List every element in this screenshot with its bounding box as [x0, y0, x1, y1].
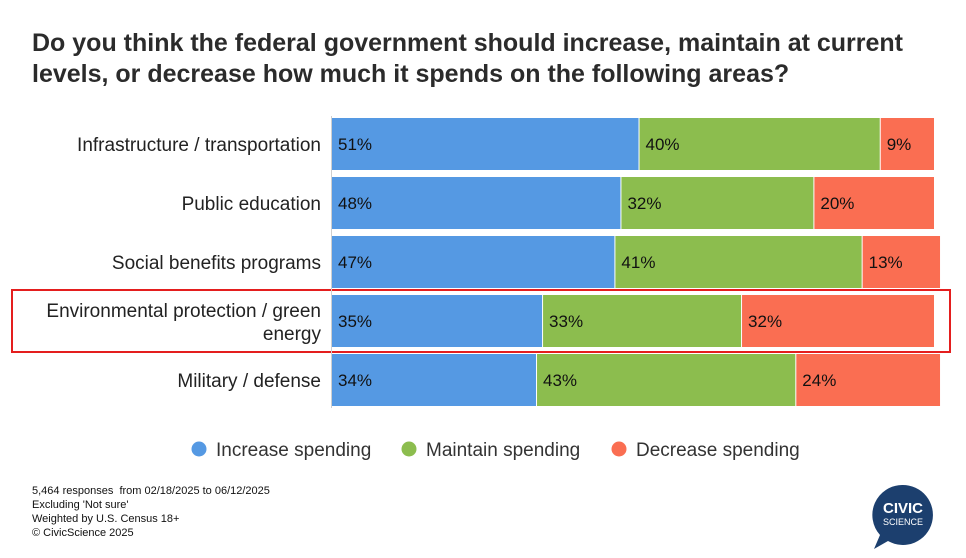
- bar-segment: [796, 354, 941, 406]
- footnote-weighting: Weighted by U.S. Census 18+: [32, 513, 180, 525]
- data-label: 51%: [338, 135, 372, 154]
- chart-title: Do you think the federal government shou…: [32, 29, 904, 88]
- legend-marker: [401, 441, 417, 457]
- data-label: 32%: [627, 194, 661, 213]
- data-label: 48%: [338, 194, 372, 213]
- bar-segment: [332, 118, 639, 170]
- bar-segment: [332, 354, 537, 406]
- logo-text-civic: CIVIC: [883, 500, 923, 517]
- bar-segment: [814, 177, 934, 229]
- legend-marker: [611, 441, 627, 457]
- category-label: Infrastructure / transportation: [77, 135, 321, 156]
- footnote-responses: 5,464 responses from 02/18/2025 to 06/12…: [32, 485, 270, 497]
- data-label: 40%: [646, 135, 680, 154]
- civicscience-logo: CIVIC SCIENCE: [872, 484, 933, 549]
- category-label: Military / defense: [177, 371, 321, 392]
- legend-label: Decrease spending: [636, 440, 800, 461]
- bar-segment: [615, 236, 862, 288]
- data-label: 32%: [748, 312, 782, 331]
- bar-segment: [742, 295, 934, 347]
- footnote-copyright: © CivicScience 2025: [32, 527, 134, 539]
- data-label: 34%: [338, 371, 372, 390]
- logo-text-science: SCIENCE: [883, 517, 923, 527]
- speech-bubble-icon: [872, 484, 933, 549]
- bar-segment: [537, 354, 796, 406]
- category-label: Public education: [182, 194, 321, 215]
- bar-segment: [332, 177, 621, 229]
- bar-segment: [862, 236, 941, 288]
- data-label: 24%: [802, 371, 836, 390]
- bar-segment: [543, 295, 742, 347]
- data-label: 41%: [621, 253, 655, 272]
- legend-label: Maintain spending: [426, 440, 580, 461]
- data-label: 35%: [338, 312, 372, 331]
- data-label: 43%: [543, 371, 577, 390]
- data-label: 47%: [338, 253, 372, 272]
- footnotes: 5,464 responses from 02/18/2025 to 06/12…: [32, 484, 270, 540]
- bar-segment: [880, 118, 934, 170]
- bar-segment: [332, 236, 615, 288]
- footnote-exclusion: Excluding 'Not sure': [32, 499, 129, 511]
- legend-label: Increase spending: [216, 440, 371, 461]
- data-label: 13%: [869, 253, 903, 272]
- category-label: Social benefits programs: [112, 253, 321, 274]
- legend-marker: [191, 441, 207, 457]
- bar-segment: [639, 118, 880, 170]
- category-label: Environmental protection / green energy: [46, 301, 321, 345]
- data-label: 33%: [549, 312, 583, 331]
- data-label: 9%: [887, 135, 912, 154]
- data-label: 20%: [820, 194, 854, 213]
- highlight-box: [11, 289, 951, 353]
- stacked-bar-chart: Infrastructure / transportation 51% 40% 9% P…: [11, 116, 951, 461]
- bar-segment: [332, 295, 543, 347]
- bar-segment: [621, 177, 814, 229]
